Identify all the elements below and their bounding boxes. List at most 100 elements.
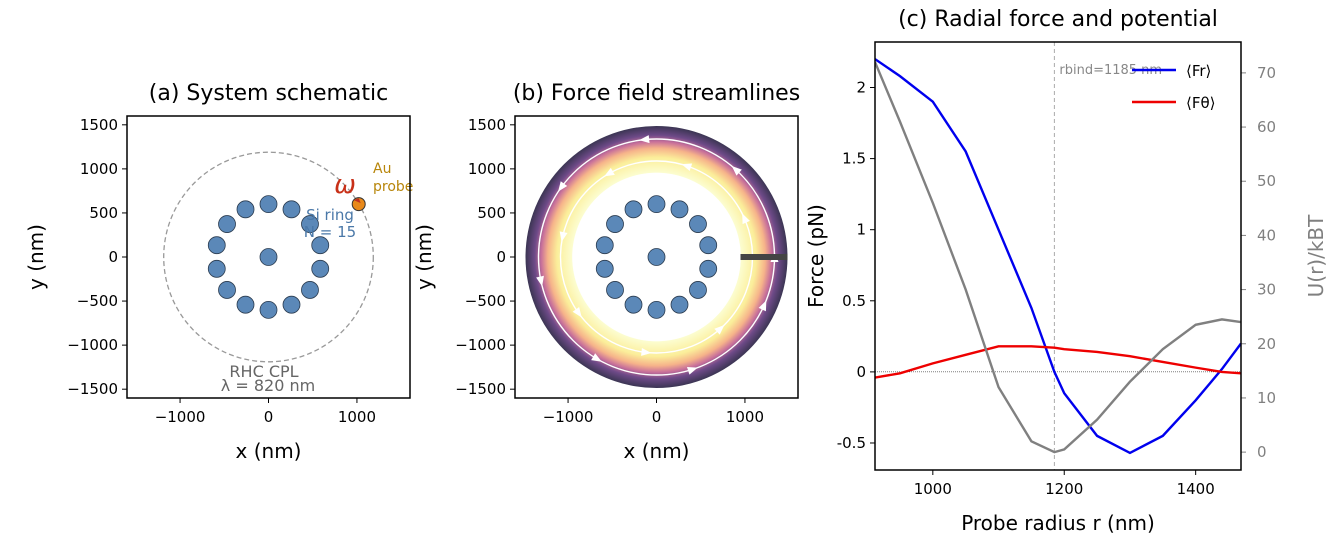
si-particle: [606, 281, 624, 299]
y-tick-label: 1.5: [842, 150, 866, 168]
y-tick-label: 500: [89, 204, 118, 222]
si-particle: [282, 295, 301, 314]
y-tick-label: 1: [856, 221, 866, 239]
y-tick-label: 1500: [468, 116, 506, 134]
si-particle: [670, 295, 689, 314]
x-axis-label: x (nm): [236, 439, 302, 463]
y-tick-label: 0: [496, 248, 506, 266]
si-particle: [311, 236, 330, 255]
si-particle: [606, 215, 624, 233]
x-tick-label: −1000: [543, 408, 594, 426]
streamline-arrow: [731, 165, 742, 176]
binding-orbit: [163, 151, 374, 363]
si-particle: [207, 236, 226, 255]
si-particle: [670, 200, 689, 219]
streamline-arrow: [681, 163, 693, 172]
si-particle: [282, 200, 301, 219]
y2-tick-label: 70: [1257, 64, 1276, 82]
streamline-arrow: [714, 324, 725, 335]
streamline-arrow: [591, 353, 602, 362]
si-particle: [236, 200, 255, 219]
si-particle: [699, 236, 718, 255]
si-particle: [624, 295, 643, 314]
streamline-arrow: [639, 135, 650, 144]
probe-track: [740, 254, 788, 260]
y-tick-label: −1000: [67, 336, 118, 354]
y-tick-label: −500: [465, 292, 506, 310]
si-particle: [311, 259, 330, 278]
y-tick-label: −1500: [455, 380, 506, 398]
streamline-arrow: [536, 275, 544, 287]
y-tick-label: 2: [856, 79, 866, 97]
si-particle: [218, 281, 236, 299]
axes-frame: [514, 115, 799, 399]
si-particle: [595, 259, 614, 278]
si-particle: [259, 248, 278, 266]
y2-tick-label: 0: [1257, 443, 1267, 461]
x-tick-label: 1000: [726, 408, 764, 426]
axes-frame: [126, 115, 411, 399]
y2-tick-label: 10: [1257, 389, 1276, 407]
streamline-arrow: [604, 167, 615, 177]
y-tick-label: 500: [477, 204, 506, 222]
y-axis-label: Force (pN): [804, 204, 828, 308]
streamline-arrow: [559, 231, 568, 242]
light-label: RHC CPL: [229, 362, 298, 381]
axes-frame: [874, 41, 1242, 471]
chart-title: (c) Radial force and potential: [898, 7, 1218, 32]
series-line: [875, 61, 1241, 454]
si-particle: [207, 259, 226, 278]
y-tick-label: 0: [856, 363, 866, 381]
x-tick-label: 1200: [1045, 480, 1083, 498]
y2-tick-label: 20: [1257, 335, 1276, 353]
y-axis-label: y (nm): [24, 224, 48, 290]
y2-tick-label: 50: [1257, 172, 1276, 190]
y-tick-label: 0: [108, 248, 118, 266]
si-particle: [259, 195, 278, 214]
si-particle: [689, 215, 707, 233]
si-particle: [236, 295, 255, 314]
y-tick-label: −500: [77, 292, 118, 310]
light-label: λ = 820 nm: [221, 376, 315, 395]
x-axis-label: Probe radius r (nm): [961, 511, 1155, 535]
si-particle: [624, 200, 643, 219]
binding-radius-label: rbind=1185 nm: [1059, 63, 1162, 78]
legend-label: ⟨Fr⟩: [1186, 62, 1211, 80]
si-particle: [699, 259, 718, 278]
omega-label: ω: [334, 170, 356, 200]
y-tick-label: -0.5: [837, 434, 866, 452]
y-tick-label: 1500: [80, 116, 118, 134]
x-tick-label: 0: [652, 408, 662, 426]
probe-label: probe: [373, 179, 413, 195]
series-line: [875, 345, 1241, 379]
si-particle: [301, 215, 319, 233]
si-particle: [647, 248, 666, 266]
y-tick-label: −1500: [67, 380, 118, 398]
chart-title: (b) Force field streamlines: [513, 81, 800, 106]
streamline-arrow: [641, 347, 652, 356]
streamline-arrow: [742, 213, 750, 225]
x-tick-label: 1000: [914, 480, 952, 498]
si-particle: [647, 300, 666, 319]
x-tick-label: 1000: [338, 408, 376, 426]
chart-title: (a) System schematic: [149, 81, 388, 106]
streamline-arrow: [558, 181, 568, 192]
ring-label: N = 15: [304, 223, 356, 241]
ring-label: Si ring: [306, 206, 354, 224]
x-axis-label: x (nm): [624, 439, 690, 463]
streamline-arrow: [758, 300, 767, 312]
y2-tick-label: 60: [1257, 118, 1276, 136]
si-particle: [689, 281, 707, 299]
si-particle: [595, 236, 614, 255]
probe-label: Au: [373, 161, 391, 177]
y-tick-label: −1000: [455, 336, 506, 354]
y-tick-label: 1000: [80, 160, 118, 178]
si-particle: [647, 195, 666, 214]
x-tick-label: 0: [264, 408, 274, 426]
y2-axis-label: U(r)/kBT: [1304, 214, 1328, 298]
y2-tick-label: 30: [1257, 281, 1276, 299]
series-line: [875, 58, 1241, 455]
si-particle: [301, 281, 319, 299]
si-particle: [218, 215, 236, 233]
